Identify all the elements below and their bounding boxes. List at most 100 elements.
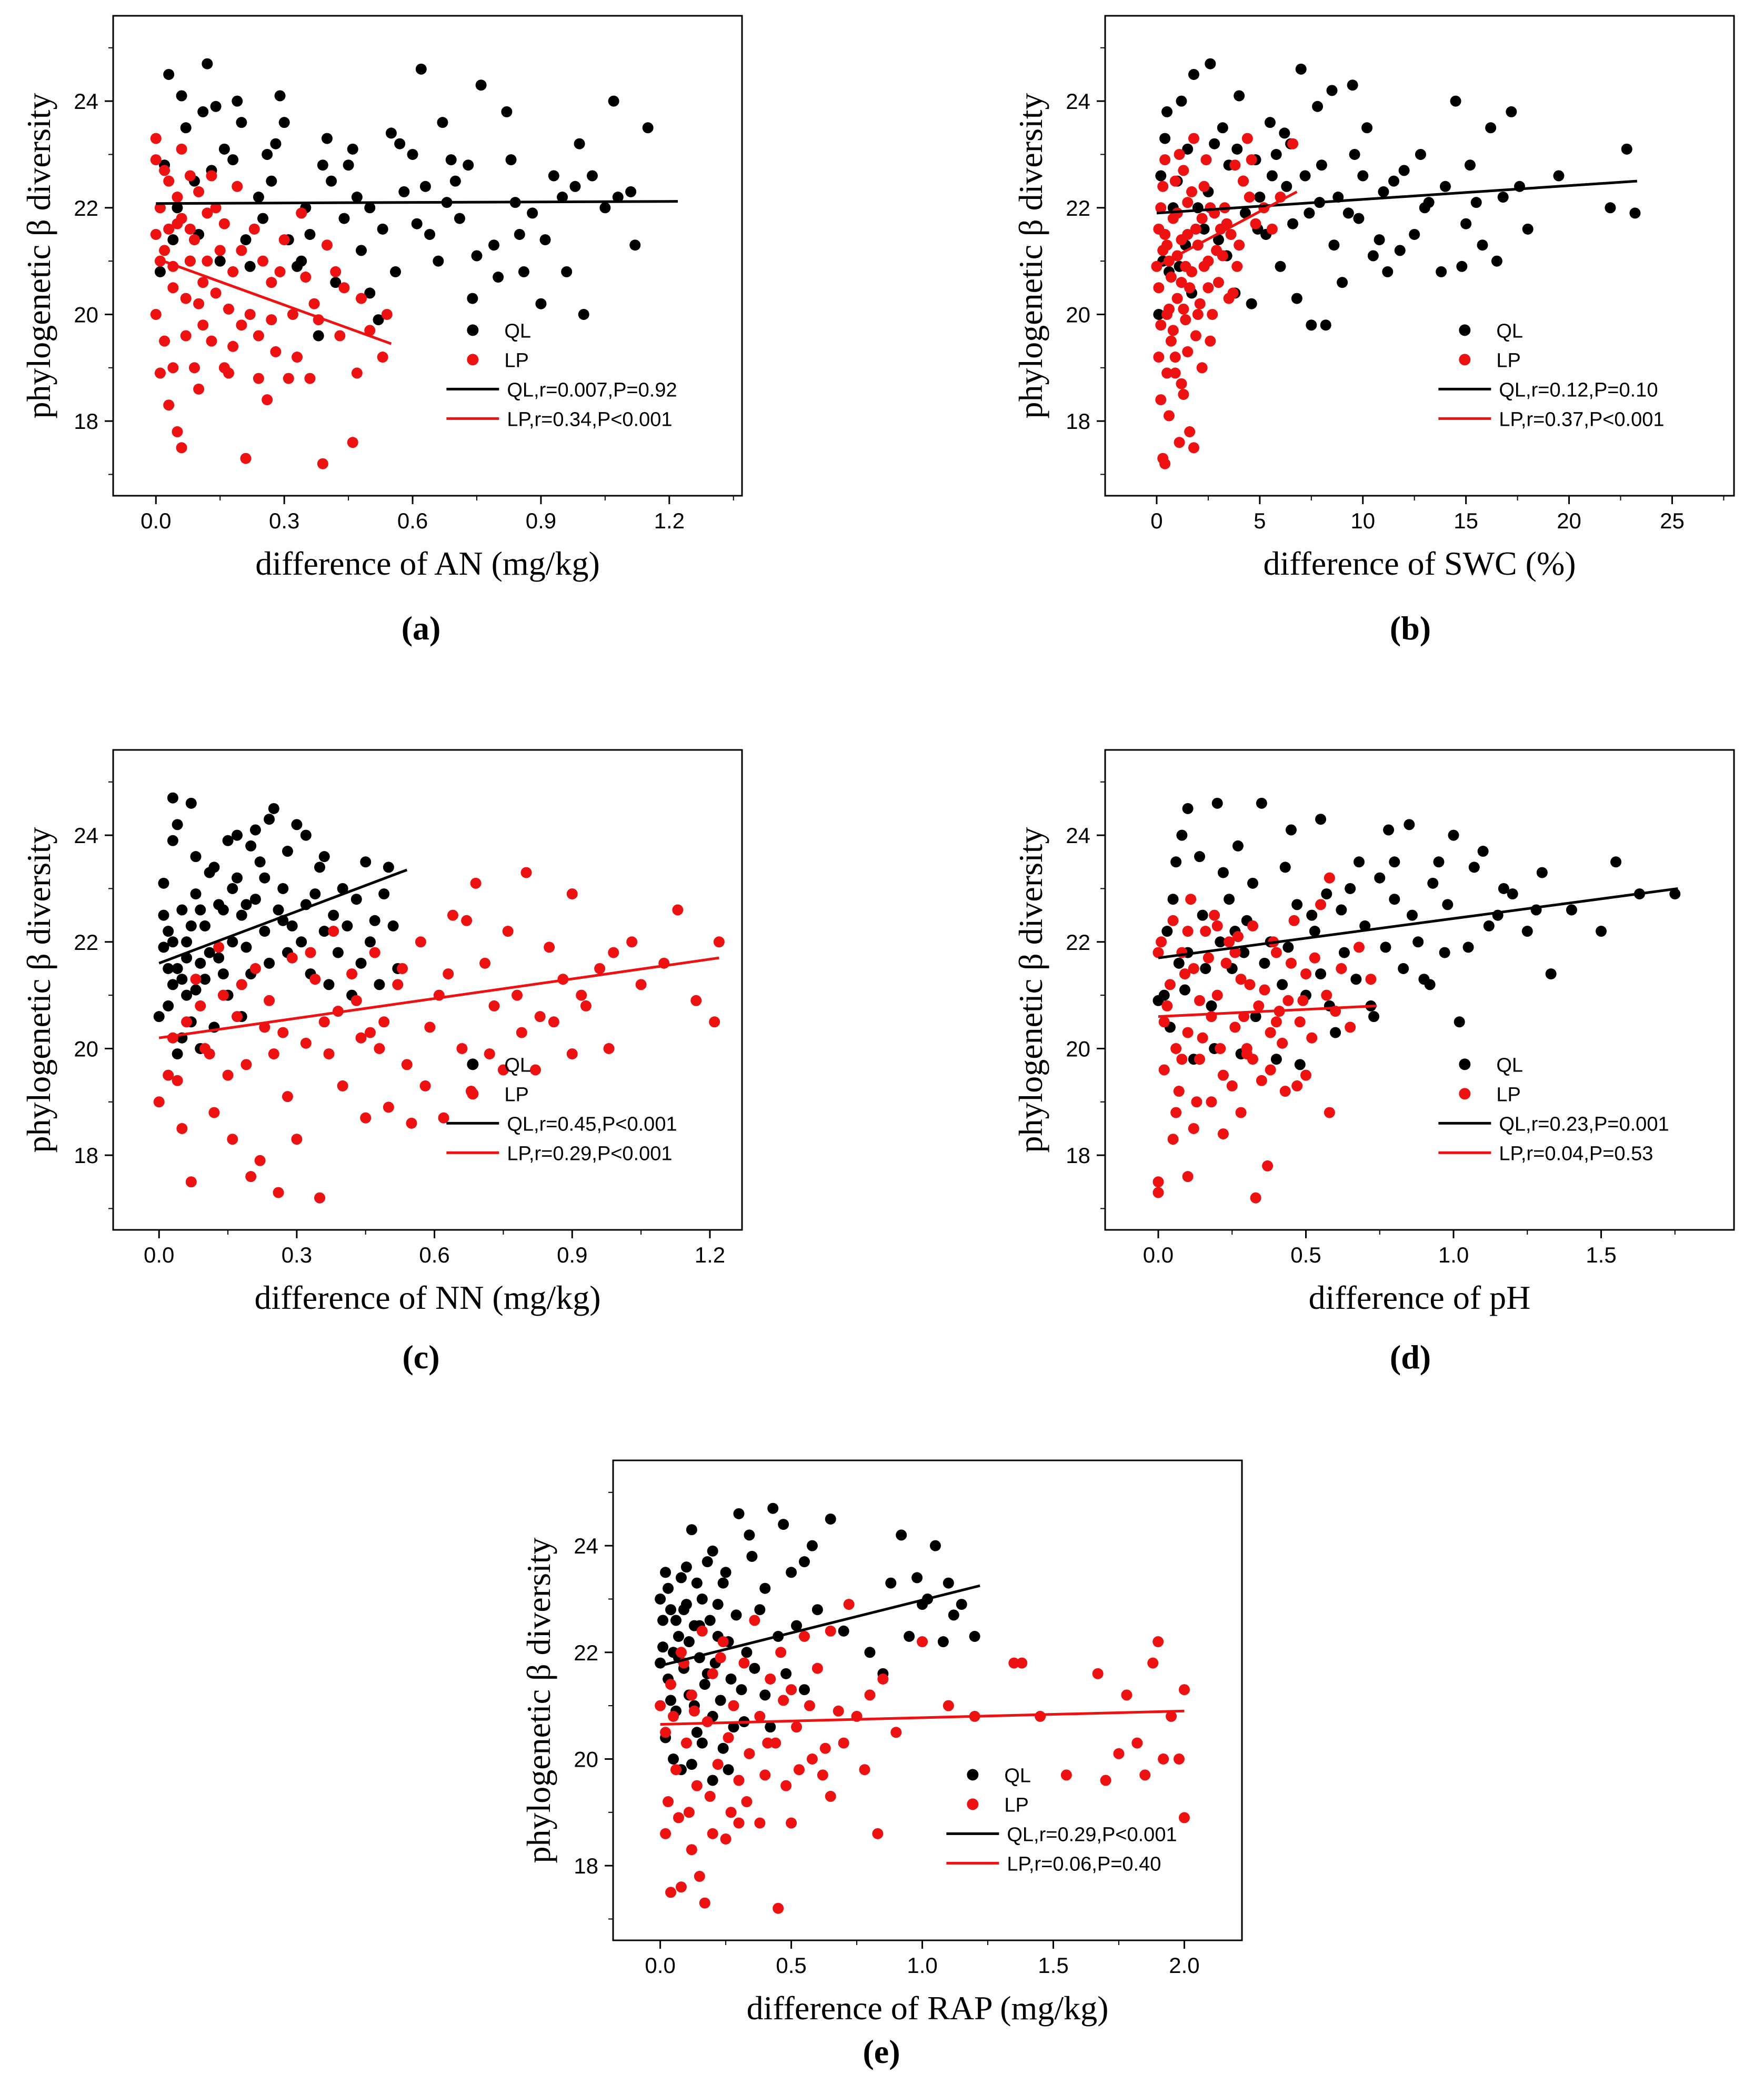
data-point-lp <box>1212 277 1224 288</box>
data-point-ql <box>1309 926 1320 937</box>
data-point-lp <box>181 1016 193 1028</box>
data-point-ql <box>364 202 376 214</box>
data-point-lp <box>273 1187 284 1198</box>
data-point-lp <box>1220 957 1232 969</box>
x-axis-label: difference of pH <box>1309 1279 1531 1316</box>
data-point-ql <box>360 856 372 868</box>
data-point-lp <box>733 1775 745 1786</box>
data-point-lp <box>516 1027 527 1038</box>
data-point-lp <box>529 1064 541 1076</box>
data-point-ql <box>904 1630 915 1642</box>
data-point-ql <box>167 979 178 990</box>
y-tick-label: 24 <box>1066 89 1090 114</box>
data-point-ql <box>786 1567 797 1578</box>
data-point-lp <box>1188 133 1199 144</box>
data-point-lp <box>665 1679 677 1690</box>
data-point-lp <box>257 255 269 267</box>
data-point-ql <box>1287 218 1299 229</box>
data-point-lp <box>1324 1107 1335 1118</box>
data-point-lp <box>197 277 209 288</box>
data-point-lp <box>877 1673 889 1685</box>
data-point-lp <box>438 1112 449 1124</box>
data-point-lp <box>159 165 171 176</box>
data-point-lp <box>694 1870 705 1882</box>
data-point-lp <box>1300 968 1312 980</box>
data-point-ql <box>929 1540 941 1551</box>
data-point-ql <box>505 154 517 166</box>
data-point-ql <box>1506 106 1517 117</box>
data-point-ql <box>259 872 270 884</box>
data-point-ql <box>163 1000 174 1011</box>
data-point-lp <box>1173 1086 1185 1097</box>
data-point-ql <box>1256 797 1267 809</box>
data-point-lp <box>300 272 312 283</box>
data-point-ql <box>1247 877 1259 889</box>
data-point-ql <box>1338 947 1350 958</box>
data-point-ql <box>218 143 230 155</box>
data-point-ql <box>1521 926 1533 937</box>
data-point-lp <box>245 1171 257 1183</box>
x-tick-label: 1.5 <box>1586 1243 1616 1267</box>
data-point-ql <box>364 287 376 299</box>
data-point-ql <box>309 888 321 900</box>
data-point-lp <box>330 266 342 277</box>
data-point-ql <box>1412 936 1424 948</box>
legend-marker-ql <box>467 324 479 336</box>
data-point-lp <box>791 1721 803 1733</box>
data-point-ql <box>1170 856 1182 868</box>
data-point-ql <box>1462 941 1474 953</box>
data-point-ql <box>686 1524 697 1536</box>
data-point-ql <box>1155 170 1167 182</box>
data-point-lp <box>184 255 196 267</box>
data-point-ql <box>1491 255 1502 267</box>
data-point-lp <box>1250 218 1261 229</box>
data-point-lp <box>1194 995 1206 1006</box>
data-point-lp <box>833 1705 844 1717</box>
data-point-ql <box>210 101 222 112</box>
data-point-ql <box>1212 234 1224 246</box>
data-point-ql <box>657 1641 669 1653</box>
legend-label-lp: LP <box>1496 349 1520 372</box>
data-point-lp <box>236 319 247 331</box>
data-point-lp <box>773 1902 784 1914</box>
data-point-ql <box>454 213 465 224</box>
data-point-ql <box>1264 117 1276 128</box>
x-axis-label: difference of NN (mg/kg) <box>254 1279 600 1316</box>
data-point-ql <box>586 170 598 182</box>
data-point-lp <box>314 1192 326 1204</box>
data-point-ql <box>323 979 335 990</box>
data-point-ql <box>1259 957 1270 969</box>
data-point-lp <box>193 186 205 197</box>
data-point-ql <box>204 867 215 878</box>
data-point-lp <box>236 245 247 256</box>
data-point-lp <box>167 282 179 294</box>
data-point-lp <box>1225 228 1237 240</box>
data-point-ql <box>172 202 183 214</box>
series-ql <box>154 58 654 342</box>
y-axis-label: phylogenetic β diversity <box>1012 827 1049 1153</box>
data-point-ql <box>195 957 206 969</box>
panel-caption: (a) <box>402 609 441 647</box>
data-point-ql <box>1315 814 1327 825</box>
data-point-lp <box>626 936 638 948</box>
data-point-ql <box>798 1684 810 1696</box>
data-point-ql <box>911 1572 923 1584</box>
data-point-ql <box>338 213 350 224</box>
data-point-ql <box>227 936 238 948</box>
data-point-lp <box>378 1016 390 1028</box>
data-point-lp <box>1016 1657 1028 1669</box>
data-point-ql <box>1353 856 1365 868</box>
data-point-lp <box>759 1769 771 1781</box>
data-point-lp <box>655 1700 666 1711</box>
data-point-ql <box>176 90 187 102</box>
data-point-lp <box>328 926 339 937</box>
data-point-lp <box>497 1064 509 1076</box>
data-point-ql <box>1194 851 1206 863</box>
legend-label-ql: QL <box>504 1054 531 1076</box>
data-point-lp <box>1200 926 1211 937</box>
data-point-ql <box>665 1695 677 1706</box>
data-point-lp <box>443 968 454 980</box>
data-point-lp <box>811 1662 823 1674</box>
legend-marker-lp <box>467 354 479 366</box>
data-point-ql <box>232 872 243 884</box>
